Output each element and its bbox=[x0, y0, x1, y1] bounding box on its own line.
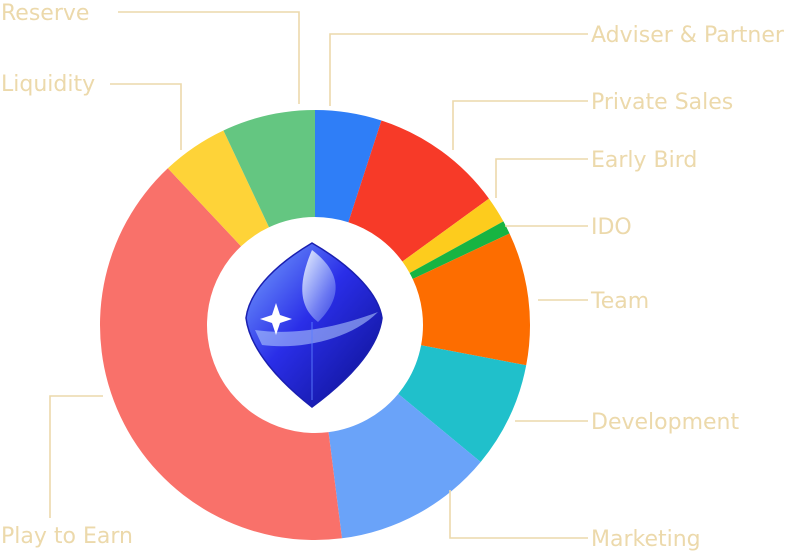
slice-private-sales bbox=[348, 120, 489, 262]
slice-adviser-and-partner bbox=[315, 110, 382, 223]
leader-line-liquidity bbox=[110, 83, 182, 150]
label-reserve: Reserve bbox=[1, 1, 89, 26]
slice-play-to-earn bbox=[99, 168, 342, 541]
slice-development bbox=[398, 345, 527, 463]
slice-early-bird bbox=[402, 198, 504, 273]
slice-team bbox=[412, 233, 530, 366]
label-private-sales: Private Sales bbox=[591, 90, 733, 115]
label-liquidity: Liquidity bbox=[1, 72, 95, 97]
label-adviser-and-partner: Adviser & Partner bbox=[591, 23, 785, 48]
slice-ido bbox=[409, 221, 510, 280]
label-ido: IDO bbox=[591, 215, 632, 240]
slice-liquidity bbox=[167, 130, 270, 247]
crystal-gem-icon bbox=[245, 242, 383, 408]
label-marketing: Marketing bbox=[591, 527, 701, 552]
leader-line-marketing bbox=[449, 490, 588, 539]
leader-line-reserve bbox=[118, 11, 300, 104]
leader-line-adviser-and-partner bbox=[329, 33, 588, 106]
label-early-bird: Early Bird bbox=[591, 148, 697, 173]
label-play-to-earn: Play to Earn bbox=[1, 524, 133, 549]
leader-line-private-sales bbox=[452, 100, 588, 150]
slice-marketing bbox=[328, 393, 481, 539]
leader-line-early-bird bbox=[495, 158, 588, 198]
leader-line-play-to-earn bbox=[49, 395, 103, 518]
slice-reserve bbox=[223, 110, 315, 228]
label-development: Development bbox=[591, 410, 739, 435]
label-team: Team bbox=[590, 289, 649, 314]
